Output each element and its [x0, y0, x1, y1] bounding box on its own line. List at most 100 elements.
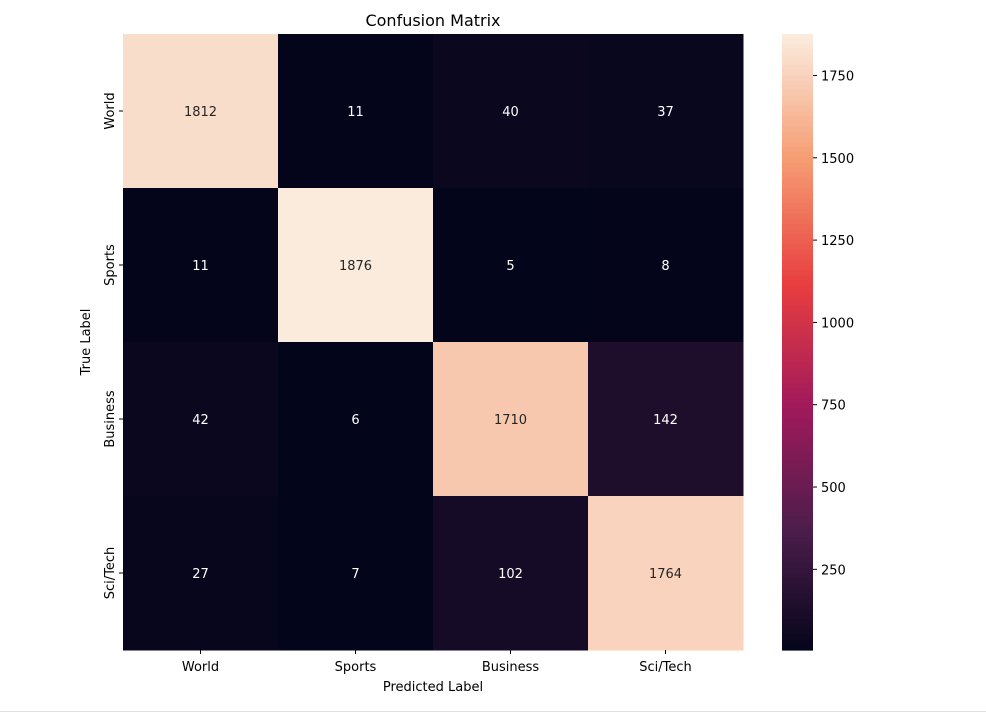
cell-value-label: 1812 [184, 105, 217, 120]
colorbar-segment [782, 603, 813, 610]
colorbar-segment [782, 362, 813, 369]
colorbar-segment [782, 131, 813, 138]
cell-value-label: 1710 [494, 413, 527, 428]
colorbar-segment [782, 172, 813, 179]
colorbar-segment [782, 552, 813, 559]
colorbar-segment [782, 352, 813, 358]
colorbar-segment [782, 239, 813, 246]
y-tick-label: Sports [103, 244, 118, 286]
colorbar-segment [782, 218, 813, 225]
heatmap-cell [588, 496, 744, 651]
colorbar-segment [782, 347, 813, 353]
colorbar-segment [782, 634, 813, 641]
colorbar-segment [782, 326, 813, 333]
colorbar-segment [782, 449, 813, 456]
colorbar-segment [782, 439, 813, 446]
colorbar-segment [782, 69, 813, 76]
colorbar-segment [782, 639, 813, 646]
y-tick-label: World [103, 92, 118, 129]
colorbar-segment [782, 167, 813, 174]
heatmap-cell [433, 188, 589, 343]
cell-value-label: 11 [192, 259, 209, 274]
colorbar-segment [782, 465, 813, 471]
chart-title: Confusion Matrix [365, 11, 500, 30]
colorbar-segment [782, 290, 813, 297]
colorbar-segment [782, 454, 813, 461]
colorbar-segment [782, 234, 813, 240]
colorbar-segment [782, 434, 813, 441]
colorbar-tick-label: 750 [821, 399, 846, 414]
colorbar-segment [782, 121, 813, 127]
colorbar-segment [782, 567, 813, 574]
colorbar-segment [782, 413, 813, 420]
colorbar-segment [782, 490, 813, 497]
colorbar-segment [782, 254, 813, 261]
colorbar-segment [782, 644, 813, 651]
colorbar-segment [782, 588, 813, 595]
colorbar-segment [782, 280, 813, 287]
x-axis-ticks: World Sports Business Sci/Tech [182, 650, 692, 675]
colorbar-segment [782, 64, 813, 71]
colorbar-segment [782, 562, 813, 569]
bottom-divider [0, 711, 986, 712]
colorbar-segment [782, 162, 813, 169]
colorbar-segment [782, 311, 813, 317]
colorbar-segment [782, 203, 813, 210]
colorbar-segment [782, 105, 813, 112]
colorbar-segment [782, 39, 813, 45]
colorbar-segment [782, 419, 813, 425]
x-tick-label: Sports [335, 660, 377, 675]
colorbar-segment [782, 470, 813, 477]
colorbar-segment [782, 342, 813, 348]
colorbar-segment [782, 429, 813, 435]
heatmap-cell [123, 34, 279, 189]
heatmap-cell [588, 342, 744, 497]
colorbar-segment [782, 34, 813, 40]
cell-value-label: 1876 [339, 259, 372, 274]
colorbar-segment [782, 141, 813, 148]
colorbar-segment [782, 506, 813, 512]
colorbar-segment [782, 614, 813, 620]
colorbar-segment [782, 624, 813, 631]
colorbar-segment [782, 542, 813, 548]
colorbar-segment [782, 383, 813, 389]
x-tick-label: World [182, 660, 219, 675]
colorbar-segment [782, 619, 813, 625]
colorbar-segment [782, 306, 813, 312]
colorbar-segment [782, 316, 813, 323]
colorbar-segment [782, 526, 813, 533]
colorbar-segment [782, 388, 813, 394]
colorbar-segment [782, 95, 813, 102]
colorbar-tick-label: 1250 [821, 234, 854, 249]
colorbar-segment [782, 177, 813, 184]
colorbar-segment [782, 424, 813, 430]
colorbar-segment [782, 372, 813, 379]
heatmap-cell [433, 34, 589, 189]
colorbar-segment [782, 608, 813, 615]
cell-value-label: 8 [661, 259, 669, 274]
colorbar-segment [782, 44, 813, 50]
colorbar-segment [782, 521, 813, 528]
colorbar-segment [782, 593, 813, 600]
colorbar-segment [782, 557, 813, 564]
x-axis-label: Predicted Label [383, 680, 483, 695]
colorbar-segment [782, 480, 813, 487]
cell-value-label: 7 [351, 567, 359, 582]
y-tick-label: Sci/Tech [103, 547, 118, 600]
colorbar-segment [782, 501, 813, 507]
colorbar-tick-label: 1000 [821, 316, 854, 331]
heatmap-cell [278, 496, 434, 651]
heatmap-cells: 1812 11 40 37 11 1876 5 8 42 6 1710 142 27 7 102 1764 [123, 34, 744, 651]
colorbar-segment [782, 475, 813, 482]
heatmap-cell [433, 496, 589, 651]
y-axis-ticks: World Sports Business Sci/Tech [103, 92, 123, 599]
x-tick-label: Business [482, 660, 540, 675]
heatmap-cell [123, 496, 279, 651]
colorbar-segment [782, 188, 813, 194]
colorbar-tick-label: 500 [821, 481, 846, 496]
colorbar-segment [782, 300, 813, 307]
colorbar-segment [782, 367, 813, 374]
colorbar-segment [782, 460, 813, 466]
colorbar-segment [782, 583, 813, 589]
